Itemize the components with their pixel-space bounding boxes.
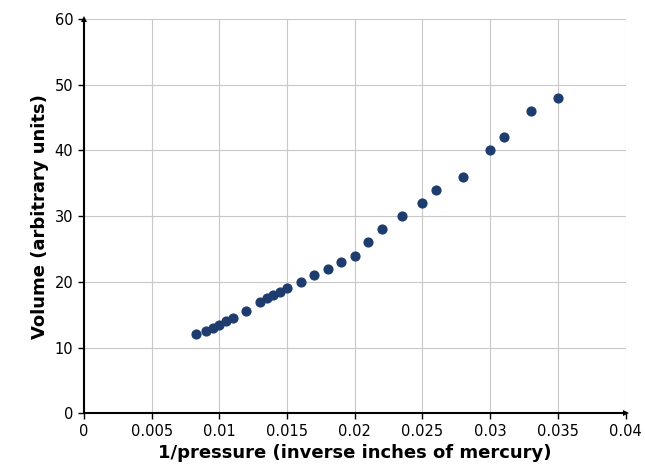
- Point: [322, 265, 333, 273]
- Point: [201, 327, 211, 335]
- Point: [207, 324, 217, 332]
- Point: [458, 173, 468, 180]
- Point: [431, 186, 441, 194]
- X-axis label: 1/pressure (inverse inches of mercury): 1/pressure (inverse inches of mercury): [158, 444, 551, 462]
- Point: [485, 147, 495, 154]
- Point: [377, 226, 387, 233]
- Point: [499, 133, 509, 141]
- Point: [309, 272, 319, 279]
- Point: [363, 238, 373, 246]
- Point: [417, 199, 428, 207]
- Point: [350, 252, 360, 259]
- Point: [526, 107, 536, 115]
- Point: [228, 314, 238, 322]
- Point: [553, 94, 563, 102]
- Point: [262, 294, 272, 302]
- Point: [268, 291, 279, 299]
- Point: [295, 278, 306, 285]
- Y-axis label: Volume (arbitrary units): Volume (arbitrary units): [31, 94, 49, 339]
- Point: [255, 298, 265, 305]
- Point: [191, 331, 201, 338]
- Point: [336, 258, 346, 266]
- Point: [282, 285, 292, 292]
- Point: [397, 212, 408, 220]
- Point: [214, 321, 224, 328]
- Point: [275, 288, 285, 295]
- Point: [221, 317, 231, 325]
- Point: [241, 308, 252, 315]
